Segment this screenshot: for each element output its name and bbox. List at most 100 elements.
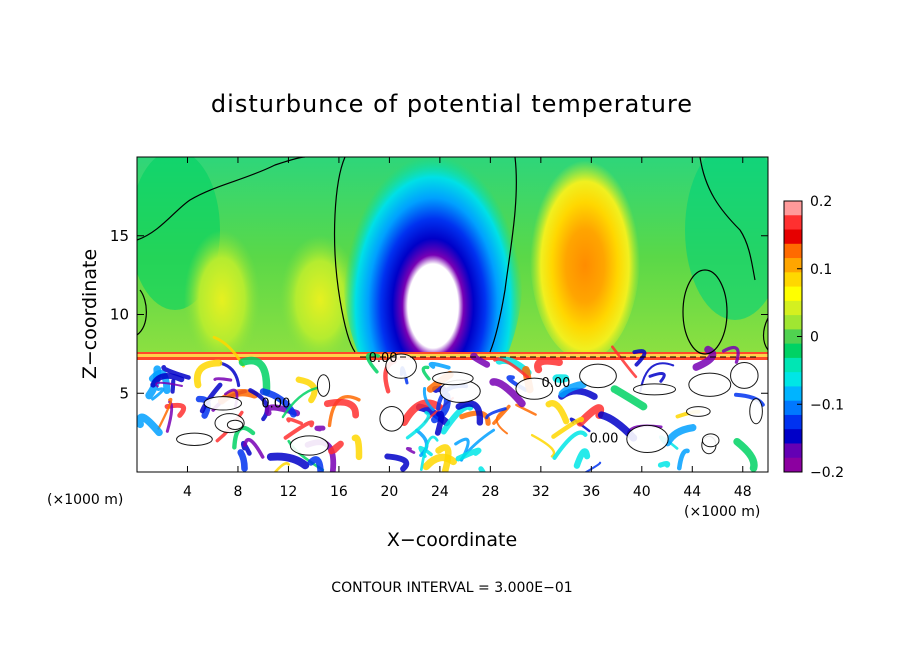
colorbar-segment [784, 343, 802, 359]
turbulence-streak [569, 417, 591, 433]
turbulence-streak [365, 352, 381, 374]
turbulence-streak [721, 345, 740, 364]
contour-labels: 0.00 0.00 0.00 0.00 [261, 351, 618, 446]
turbulence-streak [611, 345, 638, 379]
turbulence-eddy [385, 353, 417, 379]
contour-line-cold-right [489, 157, 517, 353]
turbulence-streak [248, 388, 270, 422]
turbulence-streak [733, 437, 758, 472]
turbulence-streak [657, 460, 671, 468]
turbulence-streak [405, 447, 416, 454]
turbulence-streak [213, 377, 233, 382]
turbulence-eddy [176, 432, 213, 446]
turbulence-eddy [515, 377, 554, 400]
x-tick-label: 12 [280, 484, 298, 500]
colorbar-ticks: 0.2 0.1 0 −0.1 −0.2 [797, 194, 844, 481]
turbulence-streak [151, 387, 165, 401]
colorbar-segment [784, 201, 802, 216]
colorbar-tick-label: 0.1 [810, 262, 832, 278]
colorbar-tick-label: 0 [810, 330, 819, 346]
turbulence-eddy [730, 362, 759, 389]
turbulence-streak [676, 448, 690, 471]
turbulence-streak [238, 357, 271, 396]
turbulence-streak [530, 433, 556, 458]
turbulence-streak [428, 361, 451, 370]
turbulence-streak [419, 435, 439, 471]
turbulence-eddy [432, 371, 474, 386]
turbulence-streak [161, 365, 191, 380]
x-tick-label: 4 [183, 484, 192, 500]
turbulence-streak [219, 361, 241, 388]
turbulence-streak [193, 359, 223, 389]
turbulence-streak [243, 437, 265, 459]
turbulence-streak [422, 453, 458, 471]
turbulence-streak [405, 411, 431, 440]
turbulence-streak [733, 392, 765, 407]
turbulence-eddy [749, 398, 763, 425]
contour-label: 0.00 [589, 431, 618, 446]
x-tick-label: 36 [582, 484, 600, 500]
x-tick-label: 16 [330, 484, 348, 500]
turbulence-streak [489, 378, 526, 408]
x-unit-label-left: (×1000 m) [47, 492, 123, 508]
turbulence-streak [551, 416, 584, 439]
turbulence-eddy [203, 396, 243, 411]
turbulence-streak [648, 372, 666, 383]
x-tick-label: 48 [734, 484, 752, 500]
turbulence-eddy [632, 383, 677, 396]
turbulence-eddy [701, 433, 720, 448]
turbulence-eddy [688, 372, 732, 397]
y-tick-label: 5 [119, 384, 129, 402]
colorbar-segment [784, 372, 802, 387]
turbulence-streak [434, 410, 445, 436]
turbulence-eddy [289, 435, 329, 456]
turbulence-streak [400, 399, 443, 426]
contour-label: 0.00 [261, 397, 290, 412]
turbulence-streak [558, 380, 587, 398]
y-tick-label: 15 [110, 227, 129, 245]
turbulence-streak [384, 453, 410, 472]
turbulence-streak [281, 386, 319, 419]
plot-area [137, 157, 768, 472]
contour-label: 0.00 [542, 376, 571, 391]
colorbar-segment [784, 457, 802, 473]
x-unit-label-right: (×1000 m) [684, 504, 760, 520]
warm-patch-mid [280, 235, 360, 365]
y-axis: 5 10 15 [110, 227, 768, 402]
warm-patch-left [184, 230, 260, 370]
x-tick-label: 28 [481, 484, 499, 500]
turbulence-streak [632, 349, 647, 367]
turbulence-eddy [379, 405, 405, 432]
colorbar [783, 200, 803, 473]
colorbar-segment [784, 243, 802, 259]
turbulence-streak [295, 376, 318, 404]
colorbar-tick-label: −0.2 [810, 465, 844, 481]
turbulence-streak [237, 449, 248, 472]
turbulence-streak [323, 398, 360, 419]
turbulence-streak [440, 403, 474, 435]
contour-interval-footer: CONTOUR INTERVAL = 3.000E−01 [331, 580, 572, 596]
turbulence-eddy [316, 374, 331, 397]
colorbar-segment [784, 386, 802, 402]
x-tick-label: 8 [233, 484, 242, 500]
turbulence-streak [534, 357, 563, 374]
colorbar-segment [784, 315, 802, 330]
turbulence-streak [266, 452, 310, 470]
turbulence-streak [314, 425, 326, 432]
colorbar-segment [784, 429, 802, 444]
turbulence-streak [573, 448, 591, 469]
colorbar-segment [784, 272, 802, 288]
contour-line-left-bottom [137, 289, 147, 336]
turbulence-streak [552, 374, 570, 383]
colorbar-segment [784, 229, 802, 245]
turbulence-streak [286, 417, 303, 426]
turbulence-eddy [626, 424, 669, 454]
warm-anomaly-core [530, 157, 640, 360]
turbulence-streak [422, 387, 435, 412]
contour-loop-right [682, 269, 728, 355]
x-axis-label: X−coordinate [387, 529, 517, 551]
x-tick-label: 20 [380, 484, 398, 500]
turbulence-streak [493, 357, 530, 379]
y-tick-label: 10 [110, 306, 129, 324]
